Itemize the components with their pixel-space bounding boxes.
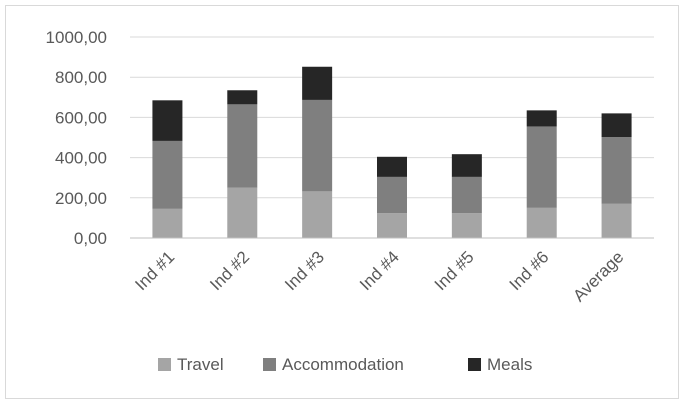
x-axis-ticks: Ind #1 Ind #2 Ind #3 Ind #4 Ind #5 Ind #6 Aver… bbox=[131, 247, 627, 305]
x-tick-label: Average bbox=[569, 247, 627, 305]
bar-travel-6 bbox=[526, 207, 557, 238]
bar-travel-3 bbox=[302, 191, 333, 238]
bar-accommodation-3 bbox=[302, 99, 333, 192]
bar-accommodation-4 bbox=[377, 176, 407, 214]
legend-swatch-accommodation bbox=[263, 358, 276, 371]
bar-meals-7 bbox=[601, 113, 632, 138]
x-tick-label: Ind #1 bbox=[131, 247, 178, 294]
legend-label-accommodation: Accommodation bbox=[282, 355, 404, 374]
y-tick-label: 0,00 bbox=[74, 229, 107, 248]
bar-meals-6 bbox=[526, 110, 557, 127]
bar-accommodation-6 bbox=[526, 126, 557, 208]
x-tick-label: Ind #5 bbox=[431, 247, 478, 294]
y-tick-label: 1000,00 bbox=[46, 28, 107, 47]
bar-meals-2 bbox=[227, 90, 258, 105]
bar-meals-3 bbox=[302, 66, 333, 100]
legend: Travel Accommodation Meals bbox=[158, 355, 532, 374]
bar-meals-5 bbox=[451, 154, 482, 177]
x-tick-label: Ind #2 bbox=[206, 247, 253, 294]
chart-area bbox=[5, 5, 679, 399]
bar-accommodation-1 bbox=[152, 140, 183, 209]
bar-travel-5 bbox=[451, 213, 482, 238]
legend-label-travel: Travel bbox=[177, 355, 224, 374]
y-axis-ticks: 0,00 200,00 400,00 600,00 800,00 1000,00 bbox=[46, 28, 107, 248]
bar-accommodation-5 bbox=[451, 176, 482, 214]
bar-meals-4 bbox=[377, 156, 407, 177]
bar-travel-2 bbox=[227, 187, 258, 238]
x-tick-label: Ind #4 bbox=[356, 247, 403, 294]
x-tick-label: Ind #3 bbox=[281, 247, 328, 294]
bar-accommodation-2 bbox=[227, 104, 258, 188]
bar-meals-1 bbox=[152, 100, 183, 141]
legend-swatch-meals bbox=[468, 358, 481, 371]
bar-travel-1 bbox=[152, 208, 183, 238]
bar-travel-4 bbox=[377, 213, 407, 238]
bar-travel-7 bbox=[601, 203, 632, 238]
y-tick-label: 600,00 bbox=[55, 108, 107, 127]
legend-label-meals: Meals bbox=[487, 355, 532, 374]
y-tick-label: 200,00 bbox=[55, 189, 107, 208]
x-tick-label: Ind #6 bbox=[506, 247, 553, 294]
y-tick-label: 800,00 bbox=[55, 68, 107, 87]
bar-accommodation-7 bbox=[601, 137, 632, 204]
bars bbox=[152, 66, 632, 238]
y-tick-label: 400,00 bbox=[55, 149, 107, 168]
legend-swatch-travel bbox=[158, 358, 171, 371]
